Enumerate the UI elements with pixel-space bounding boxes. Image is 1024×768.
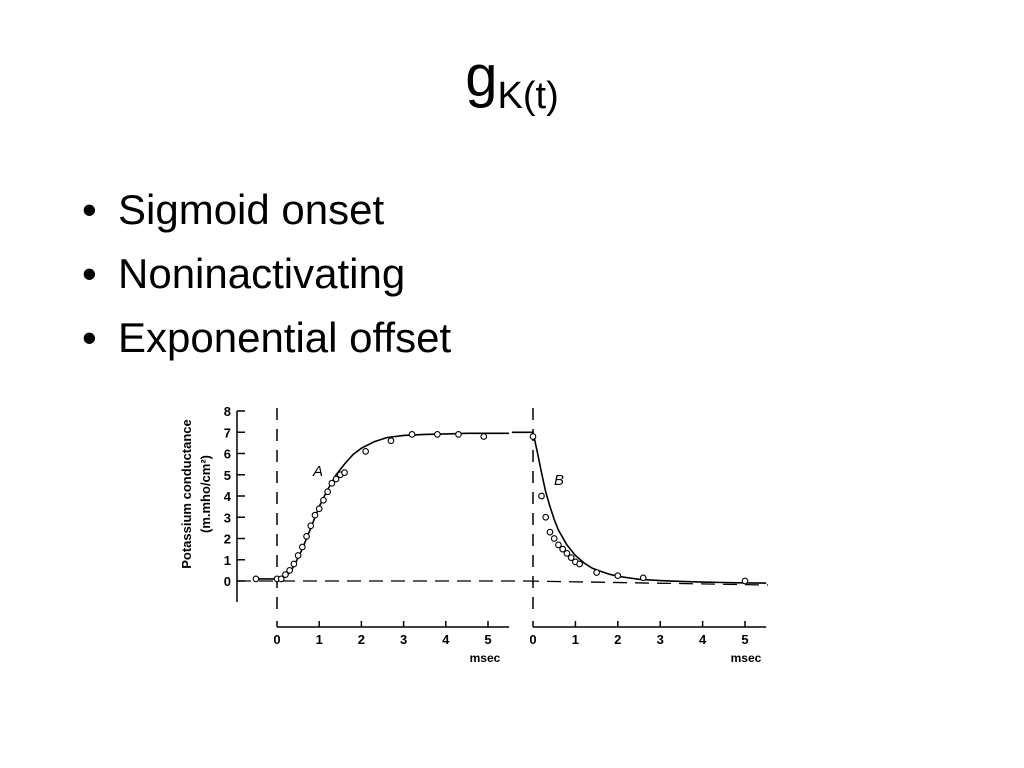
panel-a-data-point — [332, 475, 340, 483]
panel-a-data-point — [315, 505, 323, 513]
panel-b-data-point — [614, 572, 622, 580]
panel-a-data-point — [282, 571, 289, 578]
panel-a-label: A — [312, 463, 323, 480]
y-tick-label: 6 — [224, 447, 231, 462]
panel-b-x-tick-label: 2 — [614, 632, 621, 647]
panel-a-data-point — [294, 552, 302, 559]
panel-a-data-point — [320, 496, 327, 504]
panel-a-data-point — [286, 567, 294, 574]
panel-a-fitted-curve — [255, 432, 510, 580]
slide-title-subscript: K(t) — [497, 75, 559, 117]
panel-b-data-point — [546, 528, 554, 536]
y-tick-label: 3 — [224, 510, 231, 525]
panel-a-x-tick-label: 5 — [484, 632, 491, 647]
bullet-item: Exponential offset — [82, 306, 451, 370]
panel-b-data-point — [542, 513, 550, 521]
y-tick-label: 1 — [224, 553, 231, 568]
slide-title: gK(t) — [0, 48, 1024, 116]
panel-b-data-point — [555, 541, 562, 549]
y-tick-label: 5 — [224, 468, 231, 483]
panel-b-data-point — [563, 550, 571, 557]
panel-b-label: B — [554, 472, 564, 489]
panel-b-x-tick-label: 3 — [657, 632, 664, 647]
bullet-item: Noninactivating — [82, 242, 451, 306]
panel-b-x-tick-label: 0 — [529, 632, 536, 647]
panel-b-x-axis-label: msec — [731, 651, 762, 665]
panel-a-data-point — [307, 522, 315, 530]
panel-b-data-point — [593, 569, 600, 576]
panel-a-x-tick-label: 3 — [400, 632, 407, 647]
panel-a-data-point — [387, 437, 395, 445]
panel-a-data-point — [341, 469, 348, 476]
bullet-item: Sigmoid onset — [82, 178, 451, 242]
panel-b-x-tick-label: 5 — [741, 632, 748, 647]
y-tick-label: 4 — [224, 489, 232, 504]
panel-a-data-point — [298, 543, 306, 551]
panel-a-data-point — [455, 431, 462, 438]
panel-b-x-tick-label: 1 — [572, 632, 579, 647]
panel-b-data-point — [559, 545, 567, 553]
y-tick-label: 0 — [224, 574, 231, 589]
y-axis-label-line2: (m.mho/cm²) — [198, 455, 213, 533]
y-tick-label: 8 — [224, 404, 231, 419]
panel-a-data-point — [324, 488, 331, 496]
panel-b-fitted-curve — [511, 431, 767, 584]
panel-a-data-point — [408, 431, 416, 438]
panel-b-x-tick-label: 4 — [699, 632, 707, 647]
panel-a-data-point — [362, 448, 369, 455]
panel-a-data-point — [328, 479, 336, 487]
y-tick-label: 7 — [224, 425, 231, 440]
panel-b-data-point — [567, 554, 575, 561]
slide-title-main: g — [465, 44, 498, 109]
panel-b-data-point — [639, 574, 647, 582]
panel-a-x-tick-label: 1 — [316, 632, 323, 647]
panel-b-data-point — [550, 535, 558, 542]
panel-a-data-point — [434, 431, 441, 438]
panel-b-data-point — [741, 577, 749, 585]
panel-a-data-point — [277, 575, 285, 583]
panel-b-data-point — [576, 560, 583, 568]
panel-a-x-tick-label: 4 — [442, 632, 450, 647]
panel-a-data-point — [480, 433, 488, 440]
panel-b-zero-baseline — [524, 580, 769, 586]
panel-a-data-point — [290, 560, 298, 568]
panel-a-x-tick-label: 2 — [358, 632, 365, 647]
bullet-list: Sigmoid onset Noninactivating Exponentia… — [82, 178, 451, 370]
y-axis-label-line1: Potassium conductance — [179, 419, 194, 569]
panel-a-data-point — [252, 575, 260, 583]
panel-b-data-point — [538, 492, 545, 500]
panel-a-x-axis-label: msec — [470, 651, 501, 665]
panel-b-data-point — [529, 433, 537, 440]
panel-a-data-point — [311, 511, 319, 519]
y-tick-label: 2 — [224, 532, 231, 547]
panel-a-data-point — [303, 533, 310, 540]
panel-a-x-tick-label: 0 — [273, 632, 280, 647]
